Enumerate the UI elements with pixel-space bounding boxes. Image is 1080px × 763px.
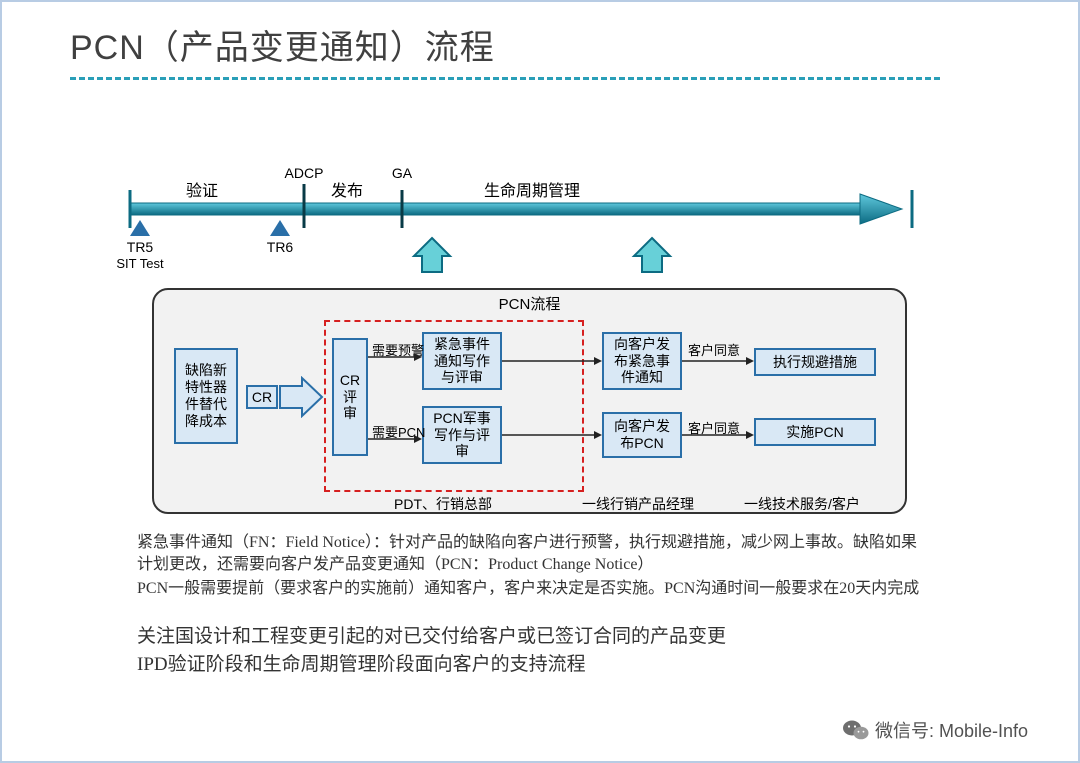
marker-tr5: TR5: [127, 239, 154, 255]
phase-release: 发布: [331, 182, 363, 200]
dashed-separator: [70, 77, 940, 80]
wechat-text: 微信号: Mobile-Info: [875, 717, 1028, 743]
arrow-4: [502, 430, 602, 440]
cr-arrow-icon: [278, 376, 324, 418]
marker-tr6: TR6: [267, 239, 294, 255]
desc-3: 关注国设计和工程变更引起的对已交付给客户或已签订合同的产品变更: [137, 624, 927, 650]
marker-ga: GA: [392, 165, 413, 181]
role-marketing: 一线行销产品经理: [582, 494, 694, 514]
arrow-1: [368, 352, 422, 362]
timeline: 验证 发布 生命周期管理 TR5 SIT Test TR6 ADCP GA: [2, 162, 1080, 302]
wechat-icon: [843, 719, 869, 741]
phase-lifecycle: 生命周期管理: [484, 182, 580, 200]
wechat-footer: 微信号: Mobile-Info: [843, 717, 1028, 743]
node-emerg-write: 紧急事件通知写作与评审: [422, 332, 502, 390]
marker-tr5-icon: [130, 220, 150, 236]
node-pcn-write: PCN军事写作与评审: [422, 406, 502, 464]
up-arrow-2: [634, 238, 670, 272]
arrow-3: [502, 356, 602, 366]
page-title: PCN（产品变更通知）流程: [70, 20, 1078, 69]
node-cr-review: CR评审: [332, 338, 368, 456]
arrow-2: [368, 434, 422, 444]
arrow-6: [682, 430, 754, 440]
desc-4: IPD验证阶段和生命周期管理阶段面向客户的支持流程: [137, 652, 927, 678]
title-area: PCN（产品变更通知）流程: [2, 2, 1078, 69]
flow-title: PCN流程: [154, 290, 905, 314]
flow-container: PCN流程 缺陷新特性器件替代降成本 CR CR评审 紧急事件通知写作与评审 P…: [152, 288, 907, 514]
desc-2: PCN一般需要提前（要求客户的实施前）通知客户，客户来决定是否实施。PCN沟通时…: [137, 578, 927, 600]
node-pub-pcn: 向客户发布PCN: [602, 412, 682, 458]
node-impl-pcn: 实施PCN: [754, 418, 876, 446]
role-service: 一线技术服务/客户: [744, 494, 860, 514]
marker-adcp: ADCP: [285, 165, 324, 181]
arrow-5: [682, 356, 754, 366]
role-pdt: PDT、行销总部: [394, 494, 492, 514]
up-arrow-1: [414, 238, 450, 272]
phase-verify: 验证: [186, 182, 218, 200]
marker-tr6-icon: [270, 220, 290, 236]
marker-tr5-sub: SIT Test: [116, 256, 164, 271]
node-cr-label: CR: [246, 385, 278, 409]
node-exec-avoid: 执行规避措施: [754, 348, 876, 376]
node-pub-emerg: 向客户发布紧急事件通知: [602, 332, 682, 390]
desc-1: 紧急事件通知（FN：Field Notice）：针对产品的缺陷向客户进行预警，执…: [137, 532, 927, 575]
node-source: 缺陷新特性器件替代降成本: [174, 348, 238, 444]
